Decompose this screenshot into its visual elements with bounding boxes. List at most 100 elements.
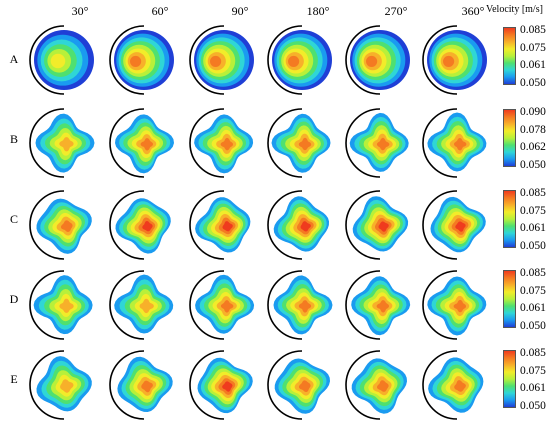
contour-band: [377, 380, 389, 392]
contour-plot: [343, 188, 413, 262]
colorbar-tick: 0.090: [520, 106, 546, 118]
contour-band: [222, 381, 233, 392]
wall-arc: [345, 190, 381, 260]
wall-arc: [267, 190, 303, 260]
contour-plot: [27, 106, 97, 180]
wall-arc: [109, 270, 145, 340]
contour-plot: [343, 268, 413, 342]
contour-band: [288, 55, 300, 67]
contour-band: [298, 137, 312, 151]
contour-plot: [27, 268, 97, 342]
contour-band: [222, 221, 233, 232]
contour-plot: [420, 268, 490, 342]
contour-plot: [265, 348, 335, 422]
wall-arc: [109, 25, 145, 95]
colorbar-tick: 0.061: [520, 59, 546, 71]
column-label: 360°: [461, 4, 485, 18]
contour-plot: [107, 188, 177, 262]
column-label: 30°: [71, 4, 89, 18]
contour-plot: [420, 188, 490, 262]
contour-plot: [27, 348, 97, 422]
contour-band: [298, 300, 312, 313]
contour-band: [60, 220, 73, 232]
contour-plot: [27, 188, 97, 262]
contour-band: [59, 137, 74, 152]
contour-plot: [107, 268, 177, 342]
colorbar-tick: 0.050: [520, 158, 546, 171]
contour-band: [453, 299, 466, 313]
colorbar-title: Velocity [m/s]: [486, 4, 543, 15]
colorbar-tick: 0.061: [520, 382, 546, 394]
colorbar-tick: 0.075: [520, 364, 546, 377]
contour-band: [454, 138, 467, 151]
wall-arc: [109, 350, 145, 420]
contour-plot: [187, 268, 257, 342]
contour-band: [300, 221, 311, 232]
wall-arc: [422, 190, 458, 260]
colorbar: [503, 350, 516, 408]
colorbar-tick: 0.075: [520, 284, 546, 297]
row-label: D: [9, 292, 19, 306]
colorbar-tick: 0.050: [520, 399, 546, 412]
wall-arc: [189, 25, 225, 95]
wall-arc: [345, 270, 381, 340]
row-label: A: [9, 52, 19, 66]
wall-arc: [29, 25, 65, 95]
wall-arc: [267, 270, 303, 340]
wall-arc: [109, 190, 145, 260]
contour-plot: [107, 106, 177, 180]
wall-arc: [189, 350, 225, 420]
colorbar-tick: 0.085: [520, 24, 546, 36]
column-label: 180°: [306, 4, 330, 18]
contour-plot: [343, 348, 413, 422]
wall-arc: [345, 108, 381, 178]
wall-arc: [422, 270, 458, 340]
contour-plot: [265, 23, 335, 97]
colorbar-tick: 0.085: [520, 187, 546, 199]
contour-band: [130, 55, 142, 67]
contour-band: [220, 137, 233, 151]
contour-plot: [187, 188, 257, 262]
column-label: 270°: [384, 4, 408, 18]
wall-arc: [422, 108, 458, 178]
contour-plot: [420, 348, 490, 422]
colorbar-tick: 0.050: [520, 319, 546, 332]
wall-arc: [29, 108, 65, 178]
colorbar: [503, 27, 516, 85]
contour-band: [454, 380, 466, 392]
contour-band: [376, 300, 389, 313]
colorbar-tick: 0.075: [520, 41, 546, 54]
contour-plot: [420, 106, 490, 180]
wall-arc: [189, 190, 225, 260]
colorbar-tick: 0.061: [520, 222, 546, 234]
wall-arc: [267, 108, 303, 178]
row-label: B: [9, 132, 18, 146]
wall-arc: [422, 25, 458, 95]
contour-plot: [107, 23, 177, 97]
colorbar-tick: 0.078: [520, 123, 546, 136]
colorbar: [503, 190, 516, 248]
wall-arc: [109, 108, 145, 178]
wall-arc: [267, 25, 303, 95]
colorbar-tick: 0.062: [520, 141, 546, 153]
contour-plot: [187, 348, 257, 422]
contour-plot: [420, 23, 490, 97]
column-label: 60°: [151, 4, 169, 18]
colorbar-tick: 0.050: [520, 239, 546, 252]
contour-band: [139, 298, 154, 314]
colorbar-tick: 0.085: [520, 267, 546, 279]
contour-plot: [107, 348, 177, 422]
contour-band: [59, 298, 74, 313]
contour-band: [298, 380, 311, 392]
wall-arc: [345, 350, 381, 420]
contour-plot: [265, 268, 335, 342]
contour-plot: [187, 106, 257, 180]
contour-band: [378, 221, 389, 232]
wall-arc: [29, 270, 65, 340]
contour-band: [376, 137, 390, 151]
colorbar: [503, 109, 516, 167]
wall-arc: [345, 25, 381, 95]
row-label: C: [9, 212, 18, 226]
colorbar: [503, 270, 516, 328]
